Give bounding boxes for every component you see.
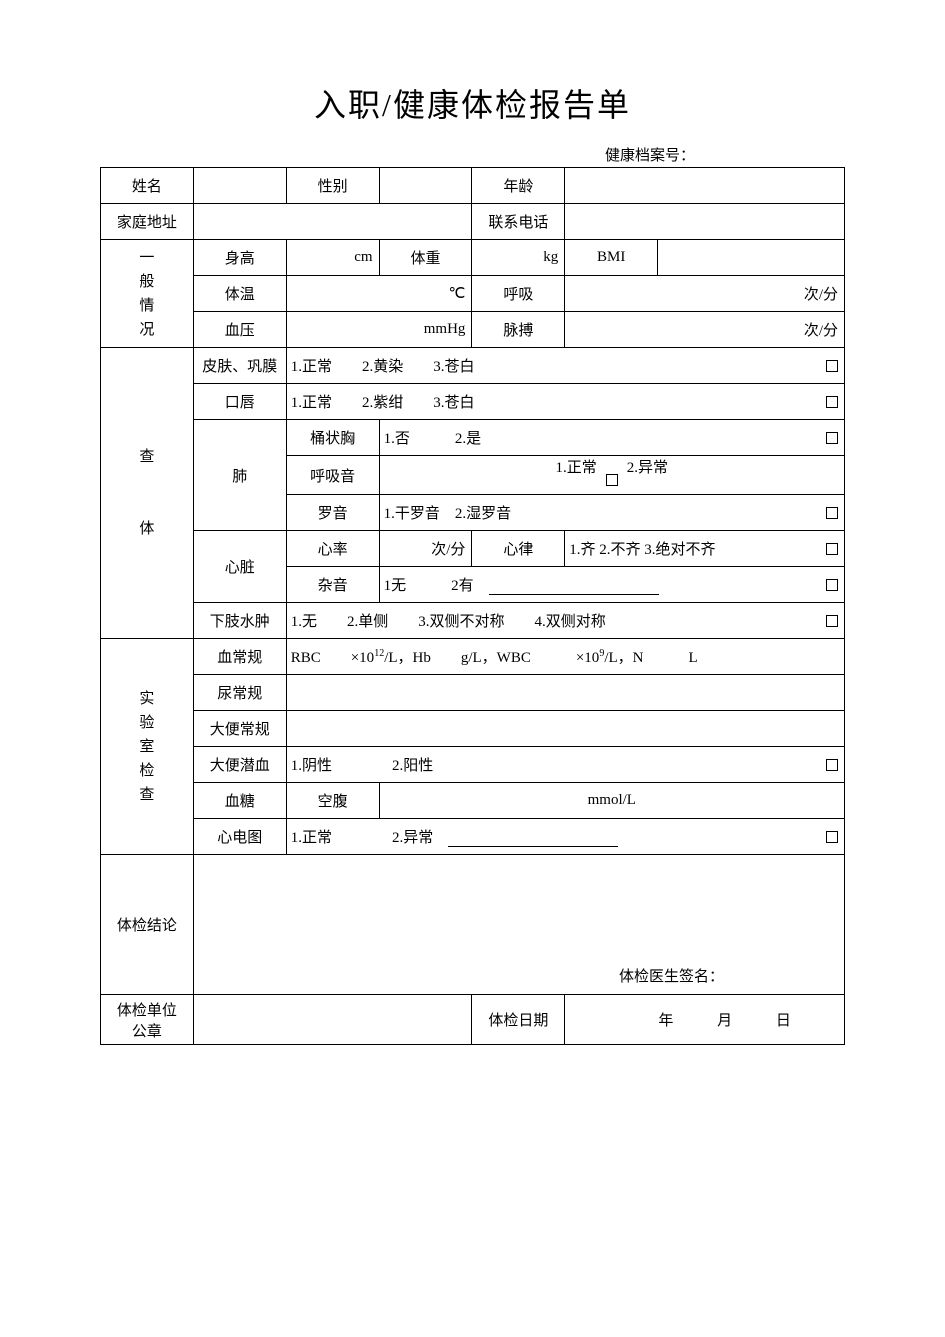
form-title: 入职/健康体检报告单 bbox=[100, 80, 845, 126]
field-glucose[interactable]: mmol/L bbox=[379, 783, 844, 819]
label-temp: 体温 bbox=[193, 276, 286, 312]
field-height[interactable]: cm bbox=[286, 240, 379, 276]
field-pulse[interactable]: 次/分 bbox=[565, 312, 845, 348]
field-phone[interactable] bbox=[565, 204, 845, 240]
field-bp[interactable]: mmHg bbox=[286, 312, 472, 348]
label-stool: 大便常规 bbox=[193, 711, 286, 747]
label-phone: 联系电话 bbox=[472, 204, 565, 240]
opts-skin[interactable]: 1.正常 2.黄染 3.苍白 bbox=[286, 348, 844, 384]
label-occult: 大便潜血 bbox=[193, 747, 286, 783]
medical-form-table: 姓名 性别 年龄 家庭地址 联系电话 一般情况 身高 cm 体重 kg BMI … bbox=[100, 167, 845, 1045]
label-fasting: 空腹 bbox=[286, 783, 379, 819]
label-glucose: 血糖 bbox=[193, 783, 286, 819]
file-number-label: 健康档案号： bbox=[100, 144, 845, 165]
checkbox-icon[interactable] bbox=[826, 396, 838, 408]
label-skin: 皮肤、巩膜 bbox=[193, 348, 286, 384]
label-blood: 血常规 bbox=[193, 639, 286, 675]
opts-breath-sound[interactable]: 1.正常 2.异常 bbox=[379, 456, 844, 495]
label-bp: 血压 bbox=[193, 312, 286, 348]
murmur-blank[interactable] bbox=[489, 579, 659, 595]
label-name: 姓名 bbox=[101, 168, 194, 204]
label-lung: 肺 bbox=[193, 420, 286, 531]
field-temp[interactable]: ℃ bbox=[286, 276, 472, 312]
label-address: 家庭地址 bbox=[101, 204, 194, 240]
label-edema: 下肢水肿 bbox=[193, 603, 286, 639]
label-lips: 口唇 bbox=[193, 384, 286, 420]
section-general: 一般情况 bbox=[101, 240, 194, 348]
opts-ecg[interactable]: 1.正常 2.异常 bbox=[286, 819, 844, 855]
label-age: 年龄 bbox=[472, 168, 565, 204]
label-urine: 尿常规 bbox=[193, 675, 286, 711]
opts-rales[interactable]: 1.干罗音 2.湿罗音 bbox=[379, 495, 844, 531]
label-weight: 体重 bbox=[379, 240, 472, 276]
label-ecg: 心电图 bbox=[193, 819, 286, 855]
checkbox-icon[interactable] bbox=[826, 759, 838, 771]
field-bmi[interactable] bbox=[658, 240, 845, 276]
field-name[interactable] bbox=[193, 168, 286, 204]
field-hr[interactable]: 次/分 bbox=[379, 531, 472, 567]
label-murmur: 杂音 bbox=[286, 567, 379, 603]
opts-occult[interactable]: 1.阴性 2.阳性 bbox=[286, 747, 844, 783]
field-blood[interactable]: RBC ×1012/L，Hb g/L，WBC ×109/L，N L bbox=[286, 639, 844, 675]
field-address[interactable] bbox=[193, 204, 472, 240]
label-sex: 性别 bbox=[286, 168, 379, 204]
field-urine[interactable] bbox=[286, 675, 844, 711]
checkbox-icon[interactable] bbox=[826, 543, 838, 555]
checkbox-icon[interactable] bbox=[826, 615, 838, 627]
label-rhythm: 心律 bbox=[472, 531, 565, 567]
label-conclusion: 体检结论 bbox=[101, 855, 194, 995]
field-stool[interactable] bbox=[286, 711, 844, 747]
checkbox-icon[interactable] bbox=[826, 507, 838, 519]
label-stamp: 体检单位公章 bbox=[101, 995, 194, 1045]
opts-murmur[interactable]: 1无 2有 bbox=[379, 567, 844, 603]
opts-lips[interactable]: 1.正常 2.紫绀 3.苍白 bbox=[286, 384, 844, 420]
opts-barrel[interactable]: 1.否 2.是 bbox=[379, 420, 844, 456]
label-breath-sound: 呼吸音 bbox=[286, 456, 379, 495]
field-conclusion[interactable]: 体检医生签名： bbox=[193, 855, 844, 995]
field-date[interactable]: 年 月 日 bbox=[565, 995, 845, 1045]
label-bmi: BMI bbox=[565, 240, 658, 276]
label-breath: 呼吸 bbox=[472, 276, 565, 312]
checkbox-icon[interactable] bbox=[826, 360, 838, 372]
label-date: 体检日期 bbox=[472, 995, 565, 1045]
field-breath[interactable]: 次/分 bbox=[565, 276, 845, 312]
ecg-blank[interactable] bbox=[448, 831, 618, 847]
label-height: 身高 bbox=[193, 240, 286, 276]
field-sex[interactable] bbox=[379, 168, 472, 204]
field-age[interactable] bbox=[565, 168, 845, 204]
field-weight[interactable]: kg bbox=[472, 240, 565, 276]
label-rales: 罗音 bbox=[286, 495, 379, 531]
section-exam: 查体 bbox=[101, 348, 194, 639]
section-lab: 实验室检查 bbox=[101, 639, 194, 855]
opts-rhythm[interactable]: 1.齐 2.不齐 3.绝对不齐 bbox=[565, 531, 845, 567]
checkbox-icon[interactable] bbox=[606, 474, 618, 486]
checkbox-icon[interactable] bbox=[826, 831, 838, 843]
label-heart: 心脏 bbox=[193, 531, 286, 603]
opts-edema[interactable]: 1.无 2.单侧 3.双侧不对称 4.双侧对称 bbox=[286, 603, 844, 639]
checkbox-icon[interactable] bbox=[826, 579, 838, 591]
label-hr: 心率 bbox=[286, 531, 379, 567]
field-stamp[interactable] bbox=[193, 995, 472, 1045]
label-pulse: 脉搏 bbox=[472, 312, 565, 348]
label-barrel: 桶状胸 bbox=[286, 420, 379, 456]
checkbox-icon[interactable] bbox=[826, 432, 838, 444]
doctor-sign-label: 体检医生签名： bbox=[619, 969, 724, 985]
